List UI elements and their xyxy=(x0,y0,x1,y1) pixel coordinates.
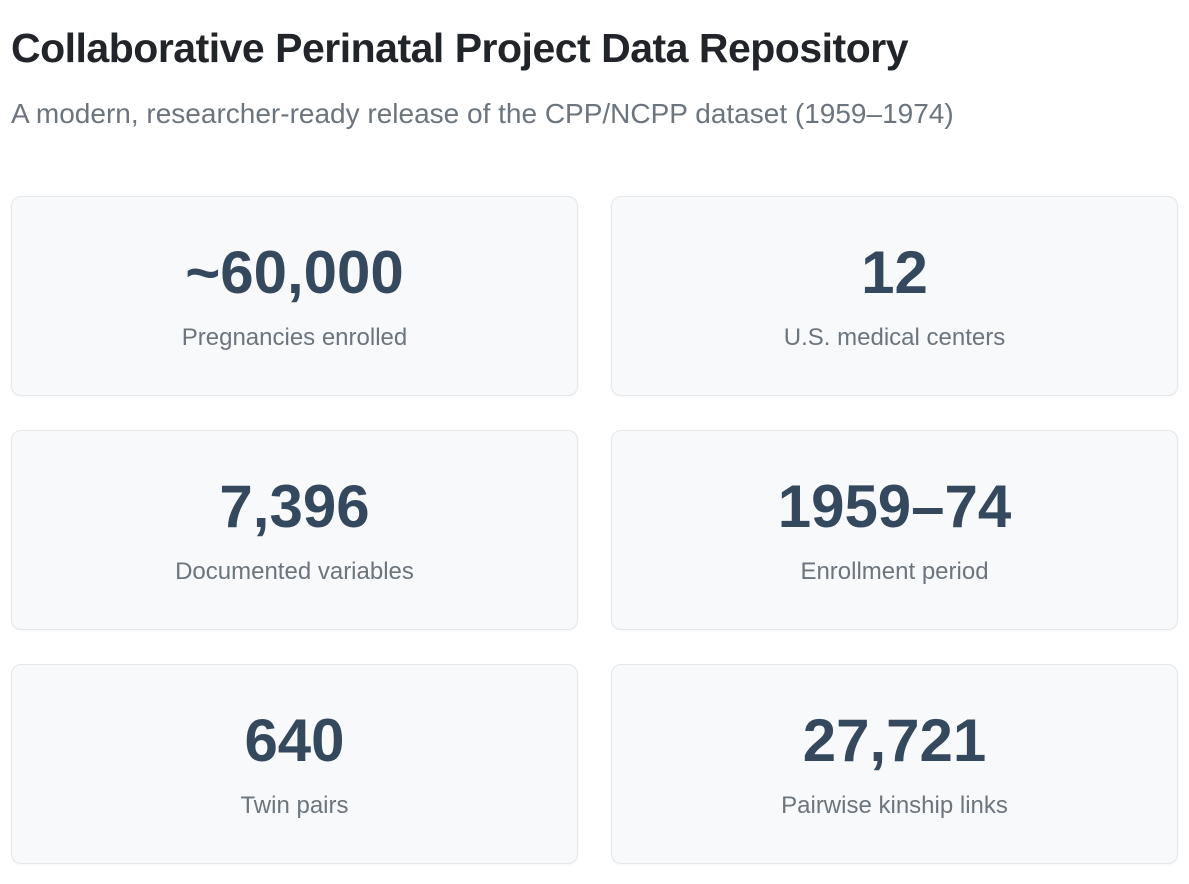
page-title: Collaborative Perinatal Project Data Rep… xyxy=(11,25,909,71)
stat-card-twin-pairs: 640 Twin pairs xyxy=(11,664,578,865)
stat-card-enrollment-period: 1959–74 Enrollment period xyxy=(611,430,1178,631)
stat-label: U.S. medical centers xyxy=(783,323,1006,351)
stat-card-documented-variables: 7,396 Documented variables xyxy=(11,430,578,631)
stat-label: Pairwise kinship links xyxy=(781,791,1008,819)
stat-card-pregnancies-enrolled: ~60,000 Pregnancies enrolled xyxy=(11,196,578,397)
stat-value: 27,721 xyxy=(802,706,987,774)
page-subtitle: A modern, researcher-ready release of th… xyxy=(11,98,954,130)
stat-value: 7,396 xyxy=(219,472,370,540)
stats-grid: ~60,000 Pregnancies enrolled 12 U.S. med… xyxy=(11,196,1178,865)
stat-value: 1959–74 xyxy=(777,472,1012,540)
stat-value: 640 xyxy=(244,706,345,774)
stat-label: Pregnancies enrolled xyxy=(181,323,408,351)
stat-label: Twin pairs xyxy=(240,791,349,819)
stat-value: ~60,000 xyxy=(185,238,404,306)
stat-card-medical-centers: 12 U.S. medical centers xyxy=(611,196,1178,397)
stat-value: 12 xyxy=(861,238,928,306)
stat-card-kinship-links: 27,721 Pairwise kinship links xyxy=(611,664,1178,865)
stat-label: Documented variables xyxy=(175,557,414,585)
stat-label: Enrollment period xyxy=(800,557,989,585)
